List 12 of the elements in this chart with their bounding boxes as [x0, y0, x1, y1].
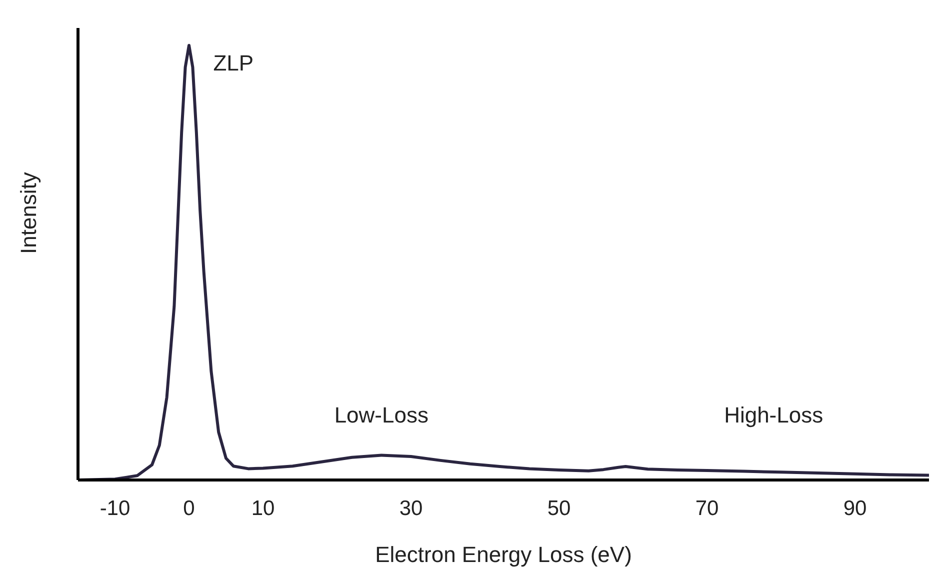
x-tick-label: 50: [547, 496, 571, 520]
x-tick-label: 30: [399, 496, 423, 520]
x-axis-title: Electron Energy Loss (eV): [375, 542, 632, 567]
y-axis-title: Intensity: [16, 172, 41, 254]
annotation: Low-Loss: [334, 402, 428, 428]
annotation: High-Loss: [724, 402, 824, 428]
x-tick-label: 0: [183, 496, 195, 520]
x-tick-label: -10: [100, 496, 130, 520]
x-tick-label: 10: [251, 496, 275, 520]
annotation: ZLP: [213, 50, 254, 76]
x-tick-label: 90: [843, 496, 867, 520]
x-tick-label: 70: [695, 496, 719, 520]
